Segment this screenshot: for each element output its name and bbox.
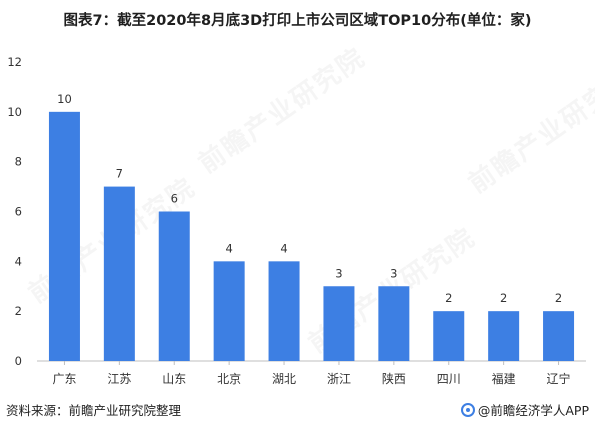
x-tick-label: 陕西 [382,371,406,386]
x-tick-label: 广东 [52,372,76,386]
y-tick-label: 0 [15,354,22,368]
data-label: 10 [57,92,72,106]
bar [543,311,575,361]
x-tick-label: 北京 [217,372,241,386]
data-label: 2 [555,291,562,305]
data-label: 2 [500,291,507,305]
data-label: 7 [116,167,123,181]
x-tick-label: 江苏 [107,372,131,386]
y-tick-label: 4 [15,254,22,268]
data-label: 2 [445,291,452,305]
data-label: 4 [280,241,287,255]
y-tick-label: 2 [15,304,22,318]
x-tick-label: 浙江 [327,372,351,386]
data-label: 4 [225,241,232,255]
bar [158,211,190,361]
data-label: 3 [335,266,342,280]
chart-title: 图表7：截至2020年8月底3D打印上市公司区域TOP10分布(单位：家) [63,13,532,29]
brand-logo-icon [460,402,475,417]
bar [378,286,410,361]
bar [213,261,245,361]
bar [488,311,520,361]
x-tick-label: 湖北 [272,371,296,386]
x-tick-label: 四川 [437,372,461,386]
bar [103,186,135,361]
bar [323,286,355,361]
y-tick-label: 10 [7,105,22,119]
brand-credit: @前瞻经济学人APP [460,400,589,419]
x-tick-label: 福建 [492,371,516,386]
y-tick-label: 12 [7,55,22,69]
bar [433,311,465,361]
brand-text: @前瞻经济学人APP [477,403,589,418]
x-tick-label: 山东 [162,372,186,386]
y-tick-label: 6 [15,205,22,219]
bar [268,261,300,361]
x-tick-label: 辽宁 [547,371,571,386]
source-note: 资料来源：前瞻产业研究院整理 [6,403,182,418]
data-label: 6 [171,192,178,206]
y-tick-label: 8 [15,155,22,169]
data-label: 3 [390,266,397,280]
bar [48,111,80,361]
